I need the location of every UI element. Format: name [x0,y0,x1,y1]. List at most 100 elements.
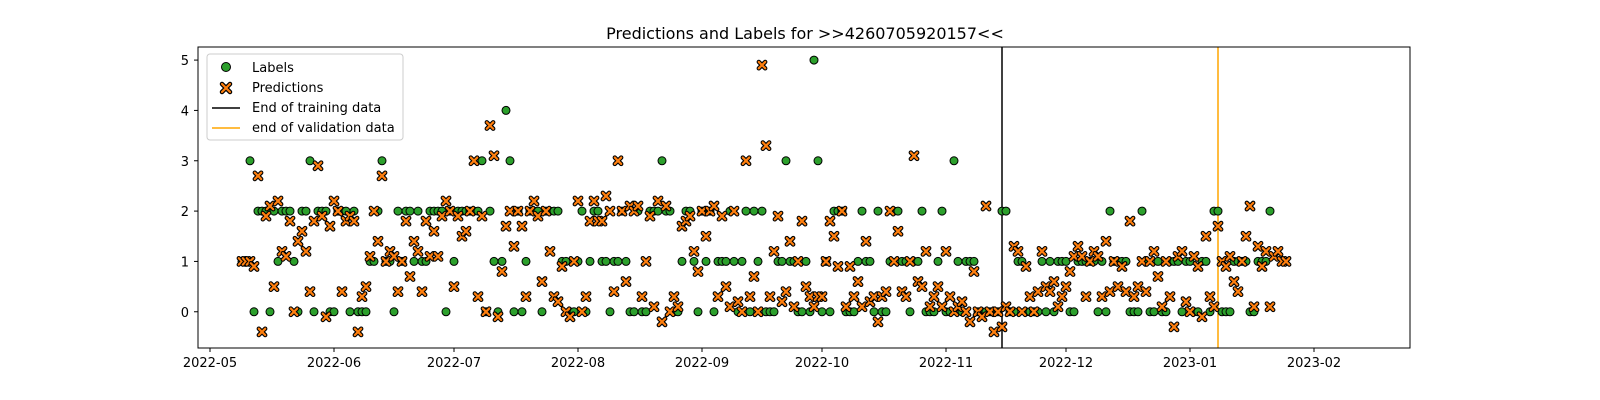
prediction-point [720,281,732,292]
prediction-point [348,215,360,227]
y-tick-label: 5 [181,54,189,69]
prediction-point [400,215,412,227]
prediction-point [312,160,324,172]
label-point [405,206,415,216]
prediction-point [532,210,544,222]
prediction-point [984,306,996,318]
legend-predictions-marker-fill [220,82,232,94]
label-point [449,256,459,266]
label-point [881,307,891,317]
prediction-point [836,205,848,217]
prediction-point [1012,245,1024,257]
prediction-point [616,205,628,217]
label-point [1045,256,1055,266]
label-point [825,307,835,317]
label-point [853,256,863,266]
label-point [817,307,827,317]
prediction-point [1020,261,1032,272]
label-point [949,156,959,166]
prediction-point [584,215,596,227]
prediction-point [880,286,892,298]
prediction-point [872,316,884,328]
prediction-point [816,291,828,303]
prediction-point [1188,250,1200,262]
prediction-point [556,261,568,272]
prediction-point [324,220,336,232]
prediction-point [1156,301,1168,313]
y-tick-label: 1 [181,255,189,270]
prediction-point [284,215,296,227]
prediction-point [672,301,684,313]
prediction-point [428,225,440,237]
prediction-point [1024,291,1036,303]
prediction-point [1272,245,1284,257]
legend-validation-text: end of validation data [252,121,395,136]
prediction-point [1224,250,1236,262]
label-point [737,256,747,266]
label-point [709,307,719,317]
prediction-point [852,276,864,287]
prediction-point [336,286,348,298]
prediction-point [564,311,576,323]
label-point [441,307,451,317]
prediction-point [652,195,664,207]
prediction-point [620,276,632,287]
prediction-point [744,291,756,303]
prediction-point [1036,245,1048,257]
label-point [757,206,767,216]
label-point [1177,307,1187,317]
prediction-point [1044,286,1056,298]
label-point [953,256,963,266]
label-point [413,206,423,216]
x-tick-label: 2022-09 [675,356,729,371]
prediction-point [932,281,944,292]
prediction-point [1264,301,1276,313]
prediction-point [420,215,432,227]
prediction-point [756,59,768,71]
prediction-point [396,256,408,267]
prediction-point [500,220,512,232]
prediction-point [908,150,920,162]
prediction-point [840,301,852,313]
label-point [273,256,283,266]
x-tick-label: 2022-10 [795,356,849,371]
prediction-point [736,306,748,318]
label-point [1213,206,1223,216]
prediction-point [1240,230,1252,242]
label-point [345,307,355,317]
prediction-point [432,250,444,262]
prediction-point [476,210,488,222]
label-point [729,256,739,266]
prediction-point [1232,286,1244,298]
prediction-point [748,271,760,282]
prediction-point [884,205,896,217]
prediction-point [804,291,816,303]
prediction-point [392,286,404,298]
x-tick-label: 2022-12 [1039,356,1093,371]
prediction-point [580,291,592,303]
label-point [509,307,519,317]
prediction-point [1136,256,1148,267]
label-point [309,307,319,317]
prediction-point [792,256,804,267]
legend-training-text: End of training data [252,101,381,116]
prediction-point [280,250,292,262]
prediction-point [1096,291,1108,303]
x-tick-label: 2022-08 [551,356,605,371]
prediction-point [892,225,904,237]
label-point [1001,206,1011,216]
label-point [813,156,823,166]
label-point [1105,206,1115,216]
prediction-point [780,286,792,298]
prediction-point [512,205,524,217]
prediction-point [664,306,676,318]
prediction-point [956,296,968,308]
prediction-point [352,326,364,338]
prediction-point [1280,256,1292,267]
x-tick-label: 2022-11 [919,356,973,371]
prediction-point [856,301,868,313]
prediction-point [660,200,672,212]
prediction-point [460,225,472,237]
prediction-point [256,326,268,338]
